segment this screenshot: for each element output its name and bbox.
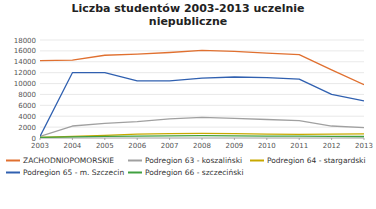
grid-line — [40, 40, 364, 41]
legend-swatch — [128, 160, 142, 162]
x-tick — [331, 138, 332, 140]
series-lines — [40, 50, 364, 137]
legend-swatch — [6, 160, 20, 162]
legend-swatch — [6, 172, 20, 174]
x-tick — [364, 138, 365, 140]
chart: Liczba studentów 2003-2013 uczelnieniepu… — [0, 0, 376, 209]
x-tick — [40, 138, 41, 140]
legend-label: Podregion 63 - koszaliński — [145, 156, 242, 165]
x-tick — [266, 138, 267, 140]
legend: ZACHODNIOPOMORSKIE Podregion 63 - koszali… — [6, 156, 366, 177]
x-tick-label: 2004 — [63, 142, 81, 150]
x-tick — [104, 138, 105, 140]
title-line: niepubliczne — [149, 15, 227, 28]
y-tick-label: 16000 — [14, 47, 36, 55]
series-line — [40, 136, 364, 138]
x-tick-label: 2005 — [96, 142, 114, 150]
legend-label: Podregion 65 - m. Szczecin — [23, 168, 124, 177]
x-tick-label: 2009 — [225, 142, 243, 150]
y-tick-label: 2000 — [18, 124, 36, 132]
grid-line — [40, 94, 364, 95]
y-tick-label: 4000 — [18, 113, 36, 121]
y-tick-label: 18000 — [14, 37, 36, 45]
page: {"chart_data": {"type": "line", "title":… — [0, 0, 376, 209]
x-tick-label: 2003 — [31, 142, 49, 150]
legend-label: Podregion 66 - szczeciński — [145, 168, 244, 177]
grid — [40, 40, 364, 138]
y-tick-label: 6000 — [18, 102, 36, 110]
series-line — [40, 133, 364, 137]
x-tick — [202, 138, 203, 140]
x-tick-label: 2006 — [128, 142, 146, 150]
x-tick — [299, 138, 300, 140]
y-tick-label: 10000 — [14, 80, 36, 88]
x-tick-label: 2010 — [258, 142, 276, 150]
legend-swatch — [128, 172, 142, 174]
title: Liczba studentów 2003-2013 uczelnieniepu… — [71, 2, 304, 28]
x-tick-label: 2007 — [161, 142, 179, 150]
x-tick-label: 2011 — [290, 142, 308, 150]
series-line — [40, 50, 364, 84]
y-axis: 0200040006000800010000120001400016000180… — [14, 37, 36, 143]
x-tick — [72, 138, 73, 140]
y-tick-label: 12000 — [14, 69, 36, 77]
grid-line — [40, 127, 364, 128]
y-tick-label: 8000 — [18, 91, 36, 99]
series-line — [40, 73, 364, 137]
legend-label: ZACHODNIOPOMORSKIE — [23, 156, 114, 165]
x-tick — [169, 138, 170, 140]
grid-line — [40, 105, 364, 106]
grid-line — [40, 116, 364, 117]
grid-line — [40, 83, 364, 84]
legend-label: Podregion 64 - stargardski — [267, 156, 366, 165]
legend-swatch — [250, 160, 264, 162]
x-tick-label: 2012 — [323, 142, 341, 150]
y-tick-label: 14000 — [14, 58, 36, 66]
x-tick-label: 2008 — [193, 142, 211, 150]
x-axis: 2003 2004 2005 2006 2007 2008 2009 2010 2011 2012… — [31, 138, 373, 150]
x-tick — [234, 138, 235, 140]
x-tick-label: 2013 — [355, 142, 373, 150]
x-tick — [137, 138, 138, 140]
title-line: Liczba studentów 2003-2013 uczelnie — [71, 2, 304, 15]
